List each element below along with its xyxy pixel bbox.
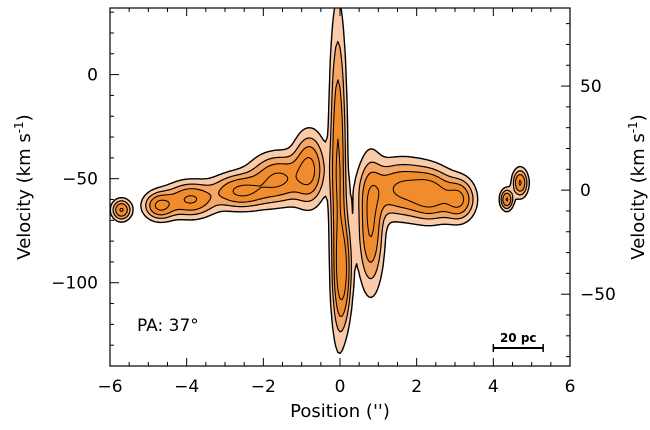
- x-tick-label-6: 6: [565, 377, 576, 397]
- contour-fill-level-2: [116, 83, 525, 316]
- y-axis-title-left-main: Velocity (km s: [14, 133, 35, 259]
- y-axis-title-left-exp: -1: [12, 121, 26, 133]
- x-axis-title: Position (''): [290, 401, 390, 422]
- pa-annotation: PA: 37°: [137, 316, 199, 336]
- x-tick-label-1: −4: [174, 377, 199, 397]
- y-left-tick-label-0: 0: [87, 66, 98, 86]
- contour-line-level-1: [112, 40, 528, 333]
- contour-line-level-0: [110, 8, 530, 355]
- x-tick-label-4: 2: [411, 377, 422, 397]
- y-axis-title-right-close: ): [628, 114, 649, 121]
- y-right-tick-label-1: 0: [580, 181, 591, 201]
- contour-fill-level-1: [114, 43, 527, 333]
- ticks-layer: −6 −4 −2 0 2 4 6 0 −50 −100 50 0 −50: [51, 8, 616, 397]
- x-tick-label-0: −6: [97, 377, 122, 397]
- y-right-tick-label-0: 50: [580, 77, 602, 97]
- y-axis-title-left-close: ): [14, 114, 35, 121]
- x-tick-label-3: 0: [335, 377, 346, 397]
- contour-layer: [110, 8, 531, 355]
- y-left-tick-label-1: −50: [62, 170, 98, 190]
- y-axis-title-left: Velocity (km s-1): [12, 114, 35, 259]
- x-tick-label-5: 4: [488, 377, 499, 397]
- y-left-tick-label-2: −100: [51, 274, 98, 294]
- scale-bar: 20 pc: [492, 331, 544, 352]
- contour-line-level-2: [115, 79, 526, 317]
- y-axis-title-right-exp: -1: [626, 121, 640, 133]
- y-axis-title-right-main: Velocity (km s: [628, 133, 649, 259]
- contour-line-level-3: [119, 138, 522, 301]
- y-axis-title-right: Velocity (km s-1): [626, 114, 649, 259]
- y-right-tick-label-2: −50: [580, 285, 616, 305]
- x-tick-label-2: −2: [251, 377, 276, 397]
- scale-bar-label: 20 pc: [500, 331, 537, 345]
